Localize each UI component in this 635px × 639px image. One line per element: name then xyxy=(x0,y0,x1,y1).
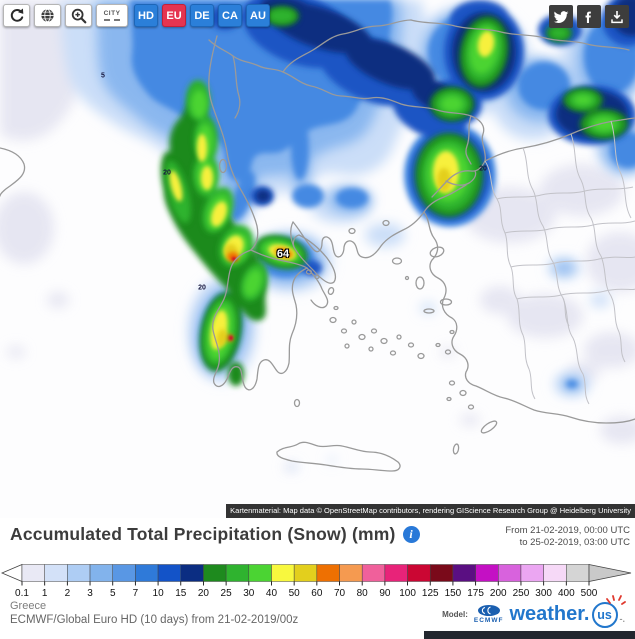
download-icon xyxy=(611,10,623,23)
region-label: Greece xyxy=(10,600,47,612)
refresh-icon xyxy=(10,7,23,22)
globe-button[interactable] xyxy=(34,4,61,27)
svg-text:10: 10 xyxy=(153,588,165,599)
svg-text:500: 500 xyxy=(581,588,598,599)
svg-text:400: 400 xyxy=(558,588,575,599)
ecmwf-logo-icon xyxy=(477,605,500,616)
city-labels-button[interactable]: CITY xyxy=(96,4,128,27)
color-scale-legend: 0.1 1 2 3 5 7 10 15 20 25 30 40 50 60 70 80 90 100 125 150 1… xyxy=(0,562,635,600)
title-row: Accumulated Total Precipitation (Snow) (… xyxy=(10,524,630,548)
region-tabs: HD EU DE CA AU xyxy=(134,4,270,27)
contour-label: 20 xyxy=(163,169,171,177)
svg-text:50: 50 xyxy=(289,588,301,599)
city-dashes-icon xyxy=(104,18,120,21)
brand-tail: -. xyxy=(619,614,626,624)
ecmwf-logo-text: ECMWF xyxy=(473,617,504,624)
twitter-share-button[interactable] xyxy=(549,5,573,28)
contour-label: 20 xyxy=(479,165,487,173)
weather-us-logo[interactable]: weather. us -. xyxy=(509,595,626,628)
period-to: to 25-02-2019, 03:00 UTC xyxy=(519,536,630,548)
download-button[interactable] xyxy=(605,5,629,28)
footer-info: Greece ECMWF/Global Euro HD (10 days) fr… xyxy=(10,600,298,627)
tab-ca[interactable]: CA xyxy=(218,4,242,27)
svg-text:7: 7 xyxy=(133,588,139,599)
svg-text:25: 25 xyxy=(221,588,233,599)
ecmwf-logo: ECMWF xyxy=(474,604,504,624)
svg-text:2: 2 xyxy=(65,588,71,599)
svg-text:175: 175 xyxy=(467,588,484,599)
refresh-button[interactable] xyxy=(3,4,30,27)
precipitation-map[interactable]: 5 20 20 20 64 xyxy=(0,0,635,518)
svg-text:15: 15 xyxy=(175,588,187,599)
city-labels-label: CITY xyxy=(103,9,121,17)
svg-text:5: 5 xyxy=(110,588,116,599)
brand-suffix: us xyxy=(597,608,612,622)
svg-text:300: 300 xyxy=(535,588,552,599)
sun-rays-icon xyxy=(605,595,626,605)
svg-text:100: 100 xyxy=(399,588,416,599)
tab-de[interactable]: DE xyxy=(190,4,214,27)
period-from: From 21-02-2019, 00:00 UTC xyxy=(505,525,630,536)
svg-text:150: 150 xyxy=(445,588,462,599)
brand-suffix-circle: us xyxy=(591,595,626,628)
svg-text:1: 1 xyxy=(42,588,48,599)
legend-panel: Accumulated Total Precipitation (Snow) (… xyxy=(0,518,635,639)
map-toolbar: CITY HD EU DE CA AU xyxy=(3,4,270,27)
color-scale-svg: 0.1 1 2 3 5 7 10 15 20 25 30 40 50 60 70 80 90 100 125 150 1… xyxy=(0,563,632,599)
model-run-label: ECMWF/Global Euro HD (10 days) from 21-0… xyxy=(10,613,299,626)
facebook-icon xyxy=(585,11,591,23)
svg-text:200: 200 xyxy=(490,588,507,599)
twitter-icon xyxy=(553,10,569,23)
zoom-in-icon xyxy=(71,8,86,23)
model-label: Model: xyxy=(442,610,468,619)
contour-label: 64 xyxy=(276,248,290,260)
globe-icon xyxy=(41,8,54,23)
contour-label: 5 xyxy=(101,72,105,80)
tab-eu[interactable]: EU xyxy=(162,4,186,27)
brand-prefix: weather. xyxy=(509,602,590,625)
svg-text:20: 20 xyxy=(198,588,210,599)
svg-text:40: 40 xyxy=(266,588,278,599)
svg-text:30: 30 xyxy=(243,588,255,599)
bottom-divider-bar xyxy=(424,631,635,639)
forecast-period: From 21-02-2019, 00:00 UTC to 25-02-2019… xyxy=(505,524,630,548)
footer-branding: Model: ECMWF weather. us xyxy=(442,595,626,628)
svg-text:0.1: 0.1 xyxy=(15,588,29,599)
tab-hd[interactable]: HD xyxy=(134,4,158,27)
svg-text:90: 90 xyxy=(379,588,391,599)
contour-label: 20 xyxy=(198,284,206,292)
tab-au[interactable]: AU xyxy=(246,4,270,27)
svg-text:60: 60 xyxy=(311,588,323,599)
info-icon[interactable]: i xyxy=(402,526,420,543)
zoom-in-button[interactable] xyxy=(65,4,92,27)
svg-text:250: 250 xyxy=(513,588,530,599)
page-title: Accumulated Total Precipitation (Snow) (… xyxy=(10,524,396,544)
svg-text:3: 3 xyxy=(87,588,93,599)
svg-text:125: 125 xyxy=(422,588,439,599)
svg-text:70: 70 xyxy=(334,588,346,599)
facebook-share-button[interactable] xyxy=(577,5,601,28)
map-attribution[interactable]: Kartenmaterial: Map data © OpenStreetMap… xyxy=(226,504,635,518)
map-art xyxy=(0,0,635,472)
social-buttons xyxy=(549,5,629,28)
svg-text:80: 80 xyxy=(357,588,369,599)
